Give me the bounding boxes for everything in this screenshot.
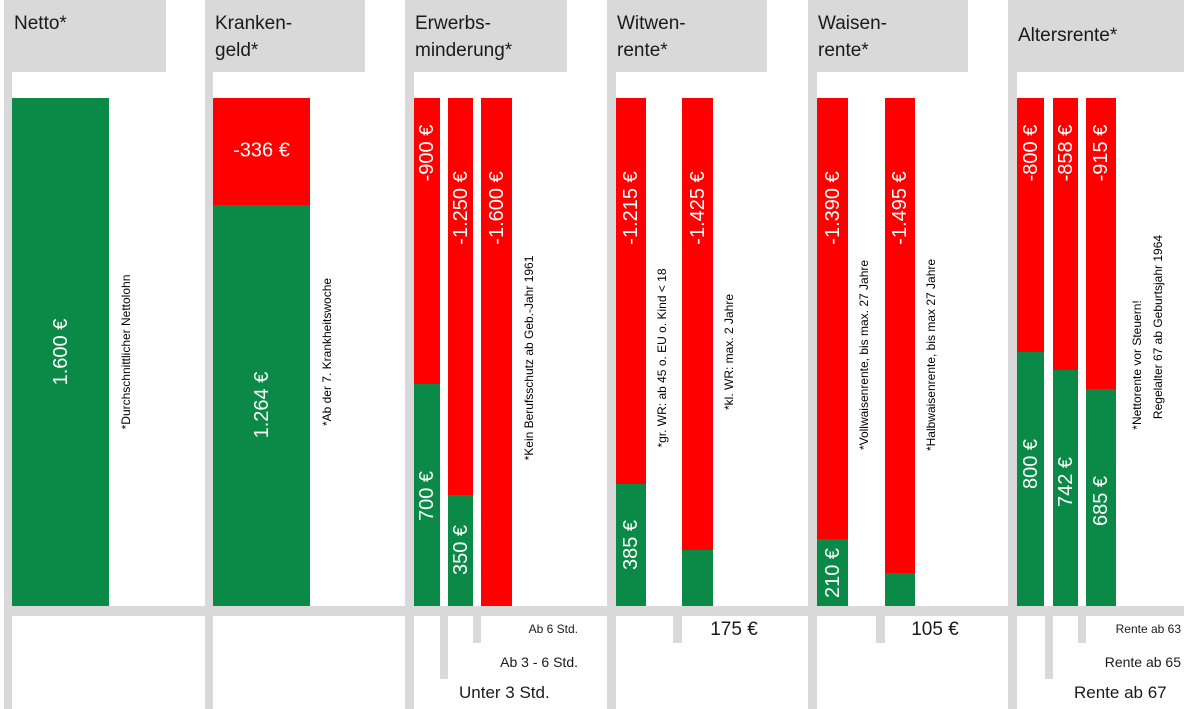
alters-step-1	[1045, 606, 1053, 679]
label-witwen-kl: 175 €	[682, 616, 786, 643]
bar-gap-11	[1086, 98, 1116, 389]
note-alters-1: *Nettorente vor Steuern!	[1130, 300, 1144, 430]
bar-gap-label-8: -1.495 €	[889, 171, 911, 245]
bar-gap-8	[885, 98, 915, 573]
bar-gap-label-5: -1.215 €	[620, 171, 642, 245]
label-em-ab-6: Ab 6 Std.	[481, 616, 584, 643]
panel-em	[405, 0, 414, 709]
header-line: rente*	[818, 40, 869, 61]
header-waisen: Waisen-rente*	[808, 0, 968, 72]
note-alters-2: Regelalter 67 ab Geburtsjahr 1964	[1151, 234, 1165, 420]
note-waisen-halb: *Halbwaisenrente, bis max 27 Jahre	[924, 258, 938, 452]
bar-benefit-5	[616, 483, 646, 606]
bar-gap-label-3: -1.250 €	[449, 171, 472, 245]
bar-benefit-10	[1053, 370, 1078, 606]
header-line: Netto*	[14, 13, 67, 34]
bar-gap-label-4: -1.600 €	[485, 171, 508, 245]
header-line: minderung*	[415, 40, 513, 61]
header-line: Witwen-	[617, 13, 686, 34]
bar-benefit-label-1: 1.264 €	[250, 371, 273, 439]
baseline-strip	[4, 606, 1184, 616]
bar-gap-label-9: -800 €	[1019, 124, 1042, 182]
panel-krankengeld	[205, 0, 213, 709]
header-line: geld*	[215, 40, 259, 61]
panel-netto	[4, 0, 12, 709]
bar-gap-6	[682, 98, 713, 551]
bar-gap-1	[213, 98, 310, 205]
waisen-step	[876, 606, 885, 643]
bar-benefit-label-11: 685 €	[1090, 475, 1112, 526]
bar-benefit-9	[1017, 352, 1044, 606]
header-line: Waisen-	[818, 13, 887, 34]
alters-step-2	[1078, 606, 1086, 643]
note-waisen-voll: *Vollwaisenrente, bis max. 27 Jahre	[857, 259, 871, 451]
header-em: Erwerbs-minderung*	[405, 0, 567, 72]
note-witwen-gr: *gr. WR: ab 45 o. EU o. Kind < 18	[655, 268, 669, 448]
bar-benefit-label-0: 1.600 €	[49, 318, 72, 386]
bar-benefit-8	[885, 572, 915, 606]
label-rente-65: Rente ab 65	[1053, 649, 1184, 675]
bar-benefit-label-2: 700 €	[416, 470, 438, 521]
panel-witwen	[607, 0, 616, 709]
label-rente-67: Rente ab 67	[1074, 683, 1167, 702]
header-witwen: Witwen-rente*	[607, 0, 767, 72]
bar-benefit-label-7: 210 €	[821, 547, 844, 598]
bar-gap-label-10: -858 €	[1054, 124, 1077, 182]
bar-gap-2	[414, 98, 440, 384]
bar-benefit-7	[817, 539, 848, 606]
label-waisen-halb: 105 €	[885, 616, 985, 643]
panel-alters	[1008, 0, 1017, 709]
em-step-2	[473, 606, 481, 643]
em-step-1	[440, 606, 448, 679]
bar-benefit-0	[12, 98, 109, 606]
bar-benefit-label-9: 800 €	[1019, 438, 1042, 490]
bar-benefit-1	[213, 204, 310, 606]
label-rente-63: Rente ab 63	[1086, 616, 1184, 643]
bar-gap-label-1: -336 €	[233, 139, 290, 162]
header-netto: Netto*	[4, 0, 166, 72]
header-line: Altersrente*	[1018, 25, 1118, 46]
bar-gap-9	[1017, 98, 1044, 352]
bar-gap-7	[817, 98, 848, 540]
note-krankengeld: *Ab der 7. Krankheitswoche	[320, 277, 334, 427]
bar-benefit-2	[414, 383, 440, 606]
label-em-unter-3: Unter 3 Std.	[459, 683, 550, 702]
bar-gap-3	[448, 98, 473, 495]
bar-gap-4	[481, 98, 512, 606]
note-netto: *Durchschnittlicher Nettolohn	[119, 274, 133, 430]
bar-benefit-6	[682, 550, 713, 606]
header-alters: Altersrente*	[1008, 0, 1184, 72]
bar-benefit-label-10: 742 €	[1054, 457, 1077, 508]
bar-benefit-3	[448, 494, 473, 606]
bar-benefit-label-3: 350 €	[449, 525, 472, 576]
bar-gap-10	[1053, 98, 1078, 371]
note-witwen-kl: *kl. WR: max. 2 Jahre	[722, 293, 736, 411]
witwen-step	[673, 606, 682, 643]
header-line: Erwerbs-	[415, 13, 492, 34]
bar-benefit-label-5: 385 €	[620, 519, 642, 570]
label-em-ab-3-6: Ab 3 - 6 Std.	[448, 649, 584, 675]
bar-gap-label-6: -1.425 €	[686, 171, 709, 245]
panel-waisen	[808, 0, 817, 709]
bar-gap-label-11: -915 €	[1090, 124, 1112, 182]
note-em: *Kein Berufsschutz ab Geb.-Jahr 1961	[522, 255, 536, 461]
bar-gap-5	[616, 98, 646, 484]
header-line: rente*	[617, 40, 668, 61]
bar-gap-label-2: -900 €	[416, 124, 438, 182]
header-line: Kranken-	[215, 13, 293, 34]
bar-benefit-11	[1086, 388, 1116, 606]
bar-gap-label-7: -1.390 €	[821, 171, 844, 245]
header-krankengeld: Kranken-geld*	[205, 0, 365, 72]
